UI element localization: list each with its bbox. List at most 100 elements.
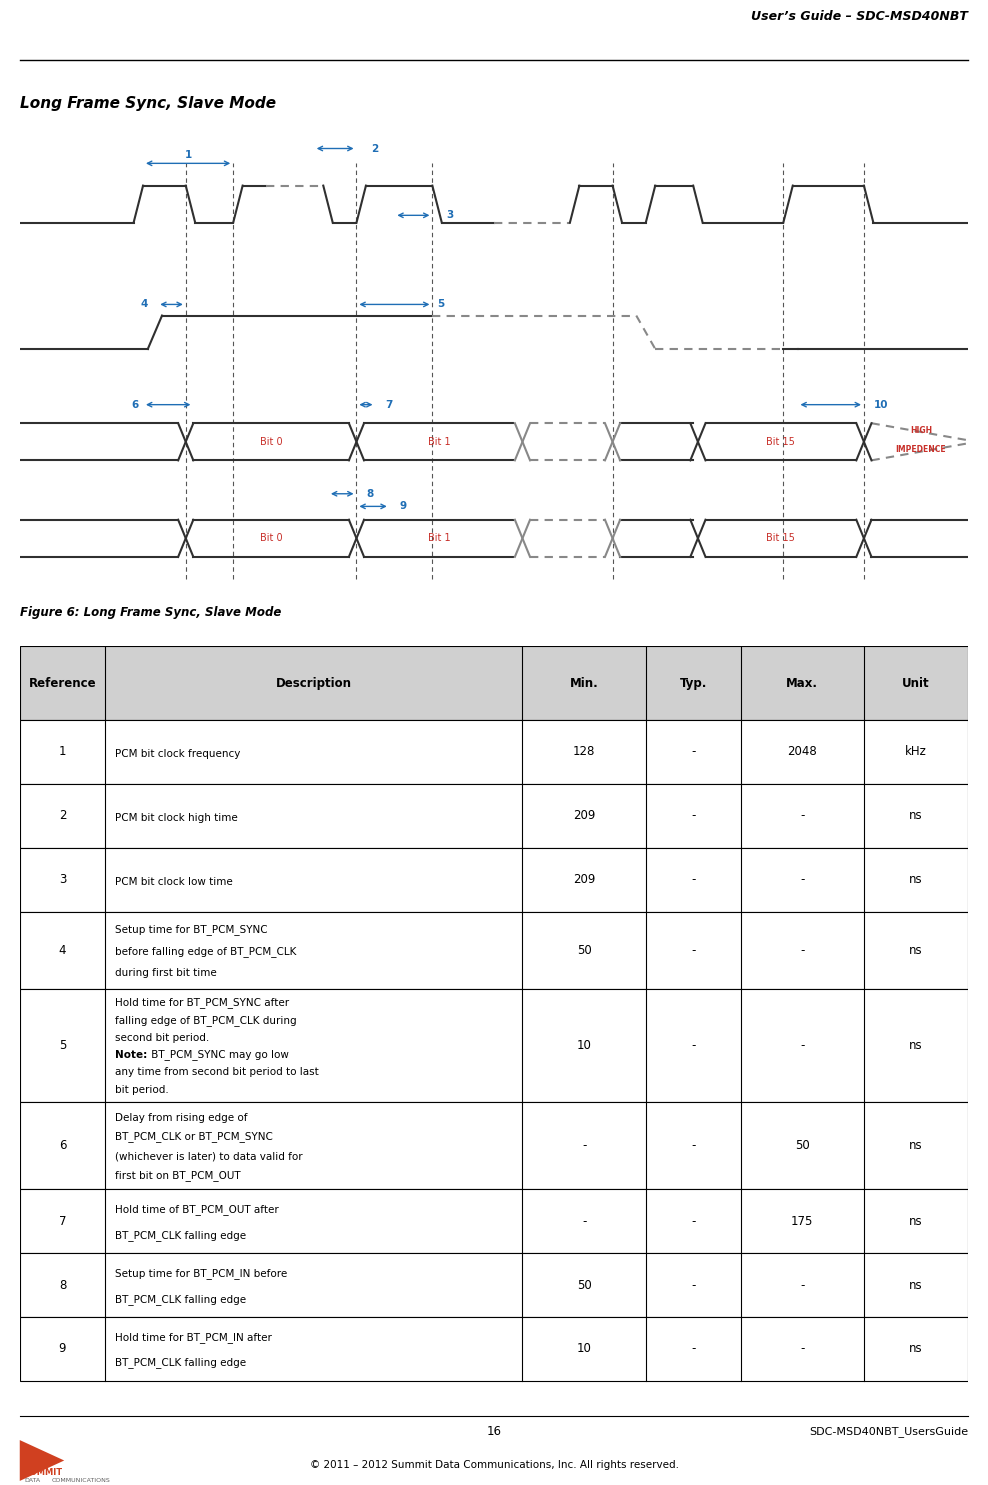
Text: Description: Description xyxy=(276,677,352,689)
Text: Bit 0: Bit 0 xyxy=(260,437,283,447)
Text: -: - xyxy=(691,1342,696,1356)
Text: 7: 7 xyxy=(385,399,392,410)
Text: -: - xyxy=(800,873,804,887)
Text: ns: ns xyxy=(909,1279,923,1292)
Text: 175: 175 xyxy=(791,1215,813,1228)
Text: -: - xyxy=(691,943,696,956)
Text: Bit 15: Bit 15 xyxy=(767,437,795,447)
Text: 3: 3 xyxy=(58,873,66,887)
Text: -: - xyxy=(691,1040,696,1051)
Text: PCM bit clock high time: PCM bit clock high time xyxy=(115,812,237,823)
Text: 1: 1 xyxy=(185,150,192,160)
Text: BT_PCM_CLK or BT_PCM_SYNC: BT_PCM_CLK or BT_PCM_SYNC xyxy=(115,1132,273,1142)
Text: -: - xyxy=(691,745,696,759)
Text: -: - xyxy=(691,809,696,823)
Text: ns: ns xyxy=(909,873,923,887)
Text: 9: 9 xyxy=(399,502,406,511)
Text: ns: ns xyxy=(909,1139,923,1152)
Text: -: - xyxy=(800,1279,804,1292)
Text: -: - xyxy=(800,809,804,823)
Text: Max.: Max. xyxy=(786,677,818,689)
Bar xyxy=(20,912,968,989)
Bar xyxy=(20,1102,968,1189)
Text: 209: 209 xyxy=(573,809,596,823)
Text: 3: 3 xyxy=(447,211,453,220)
Text: falling edge of BT_PCM_CLK during: falling edge of BT_PCM_CLK during xyxy=(115,1014,296,1026)
Text: kHz: kHz xyxy=(905,745,927,759)
Text: BT_PCM_CLK falling edge: BT_PCM_CLK falling edge xyxy=(115,1357,246,1369)
Bar xyxy=(20,989,968,1102)
Text: 1: 1 xyxy=(58,745,66,759)
Text: 10: 10 xyxy=(873,399,888,410)
Text: ns: ns xyxy=(909,1215,923,1228)
Bar xyxy=(20,1317,968,1381)
Text: Hold time of BT_PCM_OUT after: Hold time of BT_PCM_OUT after xyxy=(115,1204,279,1215)
Text: ns: ns xyxy=(909,943,923,956)
Text: Bit 15: Bit 15 xyxy=(767,533,795,544)
Text: 50: 50 xyxy=(577,943,592,956)
Text: Long Frame Sync, Slave Mode: Long Frame Sync, Slave Mode xyxy=(20,97,276,111)
Text: 4: 4 xyxy=(140,300,148,309)
Text: Delay from rising edge of: Delay from rising edge of xyxy=(115,1112,247,1123)
Text: Note:: Note: xyxy=(115,1050,147,1060)
Text: IMPEDENCE: IMPEDENCE xyxy=(895,444,947,454)
Text: SUMMIT: SUMMIT xyxy=(25,1469,63,1478)
Text: DATA: DATA xyxy=(25,1479,41,1484)
Text: User’s Guide – SDC-MSD40NBT: User’s Guide – SDC-MSD40NBT xyxy=(751,10,968,24)
Text: 4: 4 xyxy=(58,943,66,956)
Text: Hold time for BT_PCM_SYNC after: Hold time for BT_PCM_SYNC after xyxy=(115,998,288,1008)
Polygon shape xyxy=(20,1440,64,1481)
Text: 10: 10 xyxy=(577,1040,592,1051)
Text: 16: 16 xyxy=(486,1426,502,1439)
Text: 10: 10 xyxy=(577,1342,592,1356)
Text: BT_PCM_CLK falling edge: BT_PCM_CLK falling edge xyxy=(115,1293,246,1305)
Text: any time from second bit period to last: any time from second bit period to last xyxy=(115,1068,318,1077)
Text: -: - xyxy=(691,1215,696,1228)
Text: 6: 6 xyxy=(58,1139,66,1152)
Text: 8: 8 xyxy=(366,489,373,499)
Text: -: - xyxy=(582,1139,586,1152)
Text: ns: ns xyxy=(909,809,923,823)
Text: Reference: Reference xyxy=(29,677,96,689)
Text: -: - xyxy=(691,1279,696,1292)
Text: before falling edge of BT_PCM_CLK: before falling edge of BT_PCM_CLK xyxy=(115,946,296,956)
Text: -: - xyxy=(691,873,696,887)
Text: -: - xyxy=(691,1139,696,1152)
Text: 8: 8 xyxy=(58,1279,66,1292)
Text: SDC-MSD40NBT_UsersGuide: SDC-MSD40NBT_UsersGuide xyxy=(809,1427,968,1437)
Text: 6: 6 xyxy=(131,399,138,410)
Text: -: - xyxy=(800,1040,804,1051)
Text: Bit 1: Bit 1 xyxy=(428,437,451,447)
Text: Setup time for BT_PCM_IN before: Setup time for BT_PCM_IN before xyxy=(115,1268,287,1279)
Text: -: - xyxy=(582,1215,586,1228)
Text: 2: 2 xyxy=(370,144,378,153)
Text: 50: 50 xyxy=(795,1139,809,1152)
Text: PCM bit clock frequency: PCM bit clock frequency xyxy=(115,748,240,759)
Text: 2: 2 xyxy=(58,809,66,823)
Text: PCM bit clock low time: PCM bit clock low time xyxy=(115,876,232,887)
Text: Setup time for BT_PCM_SYNC: Setup time for BT_PCM_SYNC xyxy=(115,924,267,934)
Text: Unit: Unit xyxy=(902,677,930,689)
Bar xyxy=(20,784,968,848)
Text: Bit 1: Bit 1 xyxy=(428,533,451,544)
Bar xyxy=(20,1189,968,1253)
Text: ns: ns xyxy=(909,1342,923,1356)
Text: during first bit time: during first bit time xyxy=(115,968,216,979)
Text: Hold time for BT_PCM_IN after: Hold time for BT_PCM_IN after xyxy=(115,1332,272,1342)
Text: ns: ns xyxy=(909,1040,923,1051)
Text: Bit 0: Bit 0 xyxy=(260,533,283,544)
Text: BT_PCM_CLK falling edge: BT_PCM_CLK falling edge xyxy=(115,1230,246,1241)
Text: 5: 5 xyxy=(437,300,445,309)
Text: HIGH: HIGH xyxy=(910,426,932,435)
Text: Typ.: Typ. xyxy=(680,677,706,689)
Text: 50: 50 xyxy=(577,1279,592,1292)
Text: 5: 5 xyxy=(58,1040,66,1051)
Text: BT_PCM_SYNC may go low: BT_PCM_SYNC may go low xyxy=(148,1050,288,1060)
Text: second bit period.: second bit period. xyxy=(115,1032,208,1042)
Bar xyxy=(20,1253,968,1317)
Text: 7: 7 xyxy=(58,1215,66,1228)
Text: -: - xyxy=(800,1342,804,1356)
Text: -: - xyxy=(800,943,804,956)
Text: 128: 128 xyxy=(573,745,596,759)
Text: 2048: 2048 xyxy=(787,745,817,759)
